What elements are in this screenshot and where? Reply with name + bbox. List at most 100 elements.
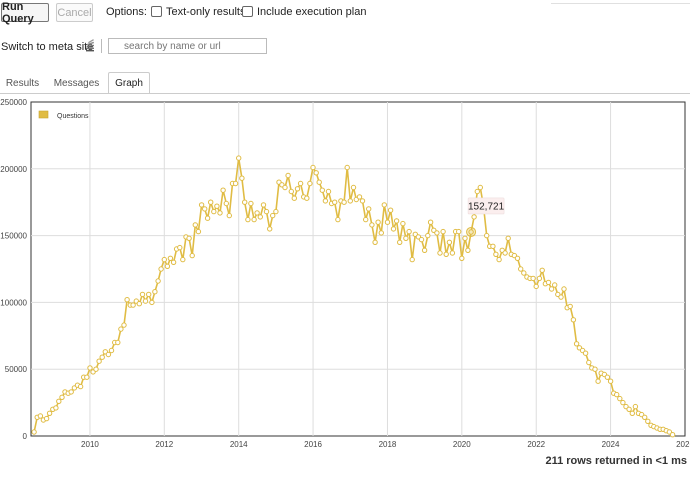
data-point [629, 410, 635, 416]
data-point [536, 275, 543, 282]
data-point [493, 251, 499, 258]
x-tick-label: 2014 [230, 440, 248, 449]
data-point [474, 188, 480, 195]
data-point [533, 283, 539, 290]
x-tick-label: 2024 [602, 440, 620, 449]
legend-label: Questions [57, 113, 89, 120]
data-point [313, 170, 319, 176]
data-point [403, 235, 409, 242]
data-point [291, 195, 297, 201]
data-point [406, 228, 412, 235]
questions-chart: 0 50000 100000 150000 200000 250000 2010 2012 20… [0, 98, 690, 449]
tab-graph[interactable]: Graph [108, 72, 150, 94]
x-tick-label: 2020 [453, 440, 471, 449]
data-point [304, 195, 310, 201]
stack-exchange-icon[interactable] [84, 38, 96, 52]
data-point [53, 405, 59, 411]
data-point [372, 239, 378, 246]
data-point [514, 255, 521, 262]
data-point [505, 235, 511, 242]
meta-row: Switch to meta site [0, 38, 690, 58]
data-point [620, 399, 626, 406]
data-point [350, 184, 357, 191]
data-point [573, 341, 580, 347]
data-point [335, 216, 341, 223]
data-point [465, 247, 471, 254]
execution-plan-label: Include execution plan [257, 6, 367, 18]
data-point [521, 270, 527, 276]
data-point [548, 286, 555, 292]
tooltip-label: 152,721 [468, 201, 505, 212]
data-point [347, 198, 353, 204]
stack-exchange-icon-svg [86, 39, 95, 52]
data-point [177, 244, 183, 251]
data-point [146, 291, 152, 298]
data-point [87, 365, 93, 371]
data-point [130, 302, 136, 308]
data-point [484, 232, 490, 239]
x-tick-label: 2018 [379, 440, 397, 449]
data-point [105, 351, 112, 358]
text-only-checkbox[interactable] [151, 6, 162, 17]
data-point [443, 251, 449, 258]
data-point [558, 294, 564, 300]
divider [551, 0, 690, 4]
data-point [632, 403, 639, 410]
switch-meta-label: Switch to meta site [1, 41, 94, 53]
data-point [149, 299, 155, 306]
data-point [285, 172, 291, 179]
data-point [468, 229, 474, 235]
data-point [170, 259, 177, 266]
data-point [418, 236, 425, 243]
data-point [604, 374, 611, 380]
data-point [307, 180, 313, 187]
data-point [263, 208, 270, 215]
data-point [242, 199, 248, 205]
site-search-input[interactable] [108, 38, 267, 54]
data-point [462, 235, 468, 242]
data-point [518, 266, 524, 272]
data-point [409, 256, 415, 263]
tab-messages[interactable]: Messages [53, 77, 100, 89]
data-point [539, 267, 545, 274]
data-point [561, 286, 567, 292]
y-tick-label: 150000 [0, 232, 27, 241]
data-point [642, 414, 648, 420]
execution-plan-checkbox[interactable] [242, 6, 253, 17]
data-point [164, 263, 171, 270]
data-point [245, 216, 251, 223]
data-point [186, 235, 192, 242]
data-point [93, 366, 99, 372]
cancel-button[interactable]: Cancel [56, 3, 93, 22]
data-point [384, 219, 391, 225]
data-point [440, 228, 446, 235]
data-point [421, 247, 428, 254]
x-tick-label: 2026 [676, 440, 690, 449]
data-point [586, 359, 592, 366]
data-point [390, 226, 397, 232]
data-point [319, 187, 325, 193]
data-point [570, 317, 577, 323]
run-query-button[interactable]: Run Query [1, 1, 49, 25]
data-point [332, 199, 338, 205]
data-point [297, 180, 304, 187]
data-point [381, 202, 387, 208]
tabs-divider [0, 93, 690, 94]
data-point [607, 378, 614, 384]
data-point [369, 222, 375, 228]
x-tick-label: 2016 [304, 440, 322, 449]
data-point [446, 239, 453, 246]
data-point [614, 391, 620, 398]
data-point [155, 278, 161, 284]
tab-results[interactable]: Results [5, 77, 40, 89]
x-tick-label: 2022 [527, 440, 545, 449]
data-point [232, 180, 239, 187]
legend-swatch [38, 110, 49, 119]
data-point [198, 202, 205, 208]
data-point [595, 378, 601, 384]
data-point [341, 199, 347, 205]
data-point [530, 275, 536, 282]
data-point [239, 175, 245, 181]
data-point [294, 186, 301, 192]
data-point [471, 214, 477, 220]
